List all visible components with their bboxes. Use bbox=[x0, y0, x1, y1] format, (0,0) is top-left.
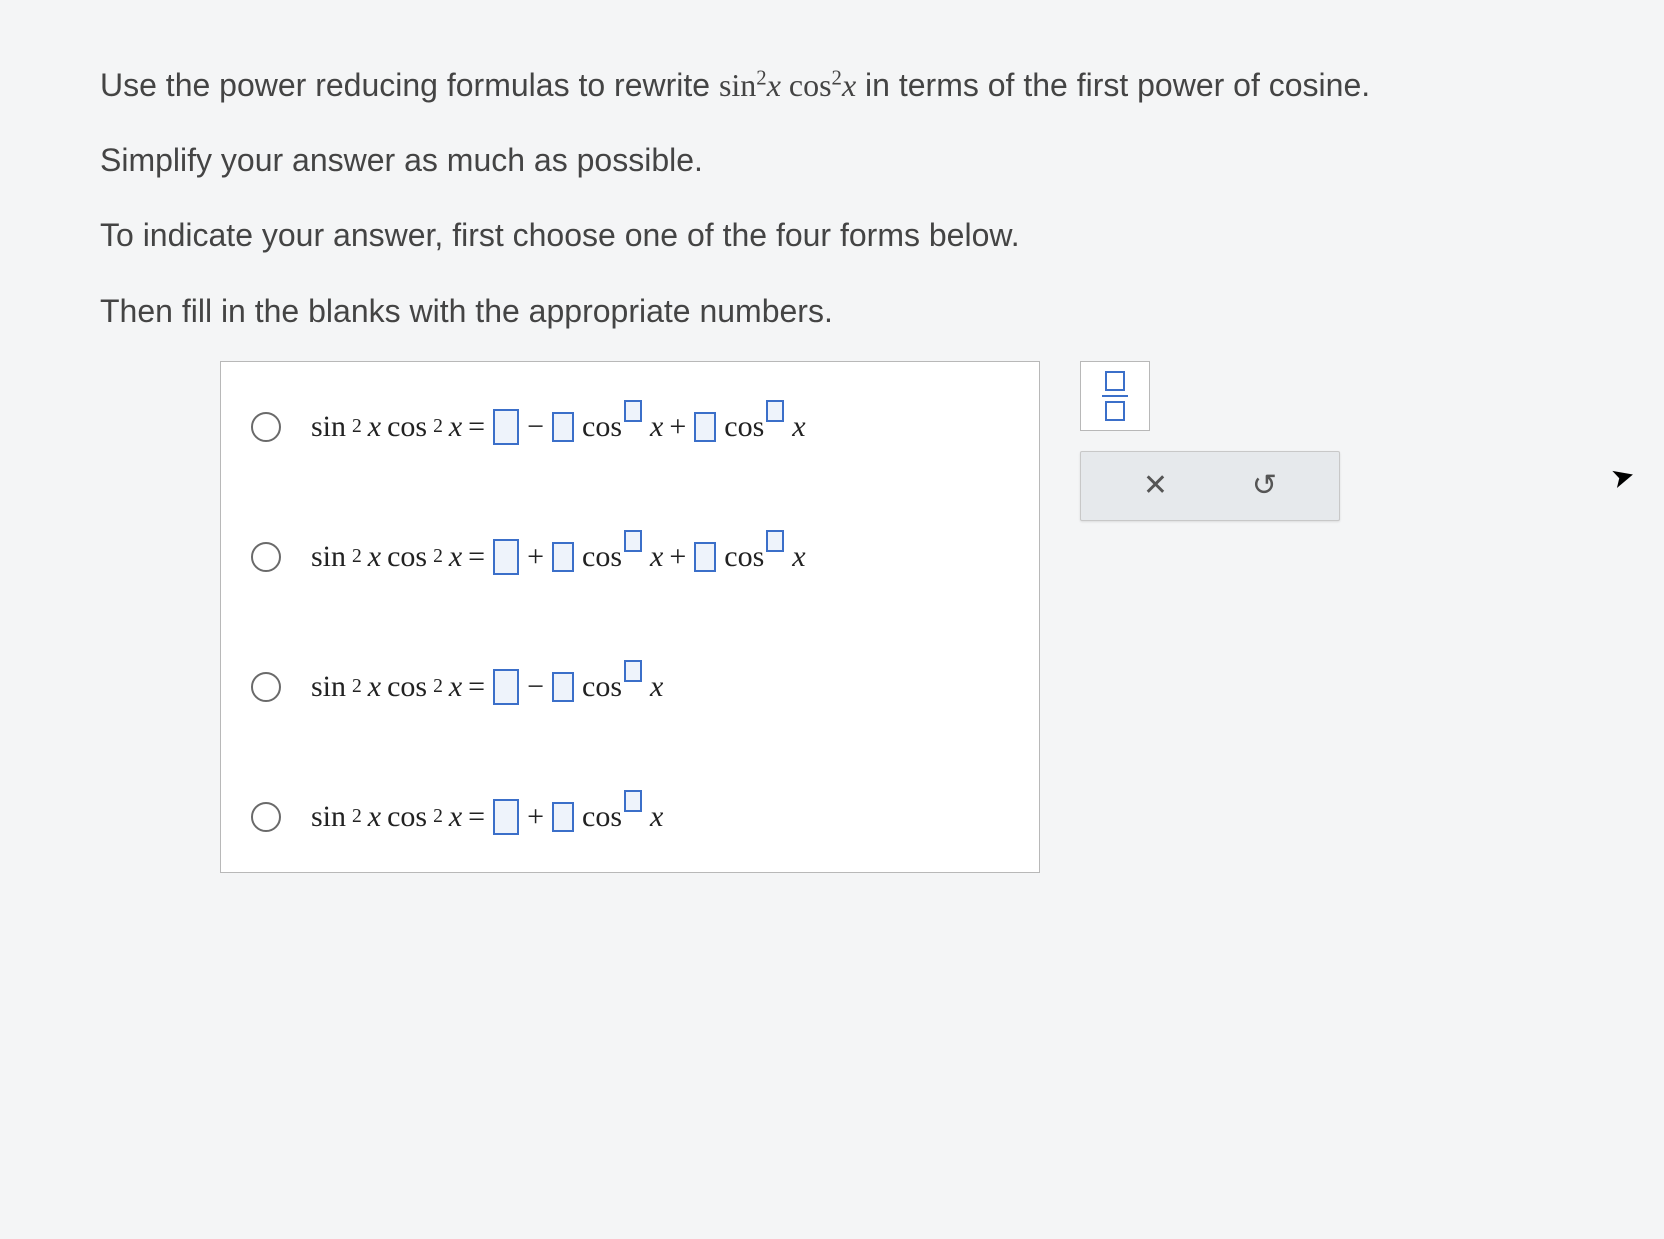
fraction-tool-button[interactable] bbox=[1080, 361, 1150, 431]
tool-side-panel: ✕ ↺ bbox=[1080, 361, 1340, 521]
blank-input[interactable] bbox=[493, 539, 519, 575]
option-1-expression: sin2x cos2x = − cosx + cosx bbox=[311, 409, 806, 445]
option-2-expression: sin2x cos2x = + cosx + cosx bbox=[311, 539, 806, 575]
option-4-expression: sin2x cos2x = + cosx bbox=[311, 799, 663, 835]
option-row-2: sin2x cos2x = + cosx + cosx bbox=[251, 522, 1009, 592]
instruction-line-1: Use the power reducing formulas to rewri… bbox=[100, 60, 1584, 111]
option-3-expression: sin2x cos2x = − cosx bbox=[311, 669, 663, 705]
blank-input[interactable] bbox=[493, 799, 519, 835]
instruction-line-4: Then fill in the blanks with the appropr… bbox=[100, 286, 1584, 337]
content-row: sin2x cos2x = − cosx + cosx sin2x cos2x … bbox=[100, 361, 1584, 873]
blank-input[interactable] bbox=[624, 790, 642, 812]
blank-input[interactable] bbox=[766, 530, 784, 552]
radio-option-1[interactable] bbox=[251, 412, 281, 442]
fraction-numerator-icon bbox=[1105, 371, 1125, 391]
radio-option-3[interactable] bbox=[251, 672, 281, 702]
fraction-bar-icon bbox=[1102, 395, 1128, 397]
radio-option-4[interactable] bbox=[251, 802, 281, 832]
action-button-row: ✕ ↺ bbox=[1080, 451, 1340, 521]
radio-option-2[interactable] bbox=[251, 542, 281, 572]
blank-input[interactable] bbox=[624, 530, 642, 552]
instr1-post: in terms of the first power of cosine. bbox=[856, 67, 1370, 103]
blank-input[interactable] bbox=[552, 802, 574, 832]
option-row-1: sin2x cos2x = − cosx + cosx bbox=[251, 392, 1009, 462]
blank-input[interactable] bbox=[552, 672, 574, 702]
option-row-4: sin2x cos2x = + cosx bbox=[251, 782, 1009, 852]
blank-input[interactable] bbox=[552, 412, 574, 442]
blank-input[interactable] bbox=[694, 542, 716, 572]
option-row-3: sin2x cos2x = − cosx bbox=[251, 652, 1009, 722]
blank-input[interactable] bbox=[624, 400, 642, 422]
question-page: Use the power reducing formulas to rewri… bbox=[0, 0, 1664, 913]
blank-input[interactable] bbox=[766, 400, 784, 422]
fraction-denominator-icon bbox=[1105, 401, 1125, 421]
instr1-expr: sin2x cos2x bbox=[719, 67, 856, 103]
blank-input[interactable] bbox=[694, 412, 716, 442]
instr1-pre: Use the power reducing formulas to rewri… bbox=[100, 67, 719, 103]
blank-input[interactable] bbox=[552, 542, 574, 572]
reset-icon[interactable]: ↺ bbox=[1252, 468, 1277, 503]
instruction-line-3: To indicate your answer, first choose on… bbox=[100, 210, 1584, 261]
blank-input[interactable] bbox=[624, 660, 642, 682]
answer-options-panel: sin2x cos2x = − cosx + cosx sin2x cos2x … bbox=[220, 361, 1040, 873]
close-icon[interactable]: ✕ bbox=[1143, 468, 1168, 503]
blank-input[interactable] bbox=[493, 409, 519, 445]
blank-input[interactable] bbox=[493, 669, 519, 705]
instruction-line-2: Simplify your answer as much as possible… bbox=[100, 135, 1584, 186]
